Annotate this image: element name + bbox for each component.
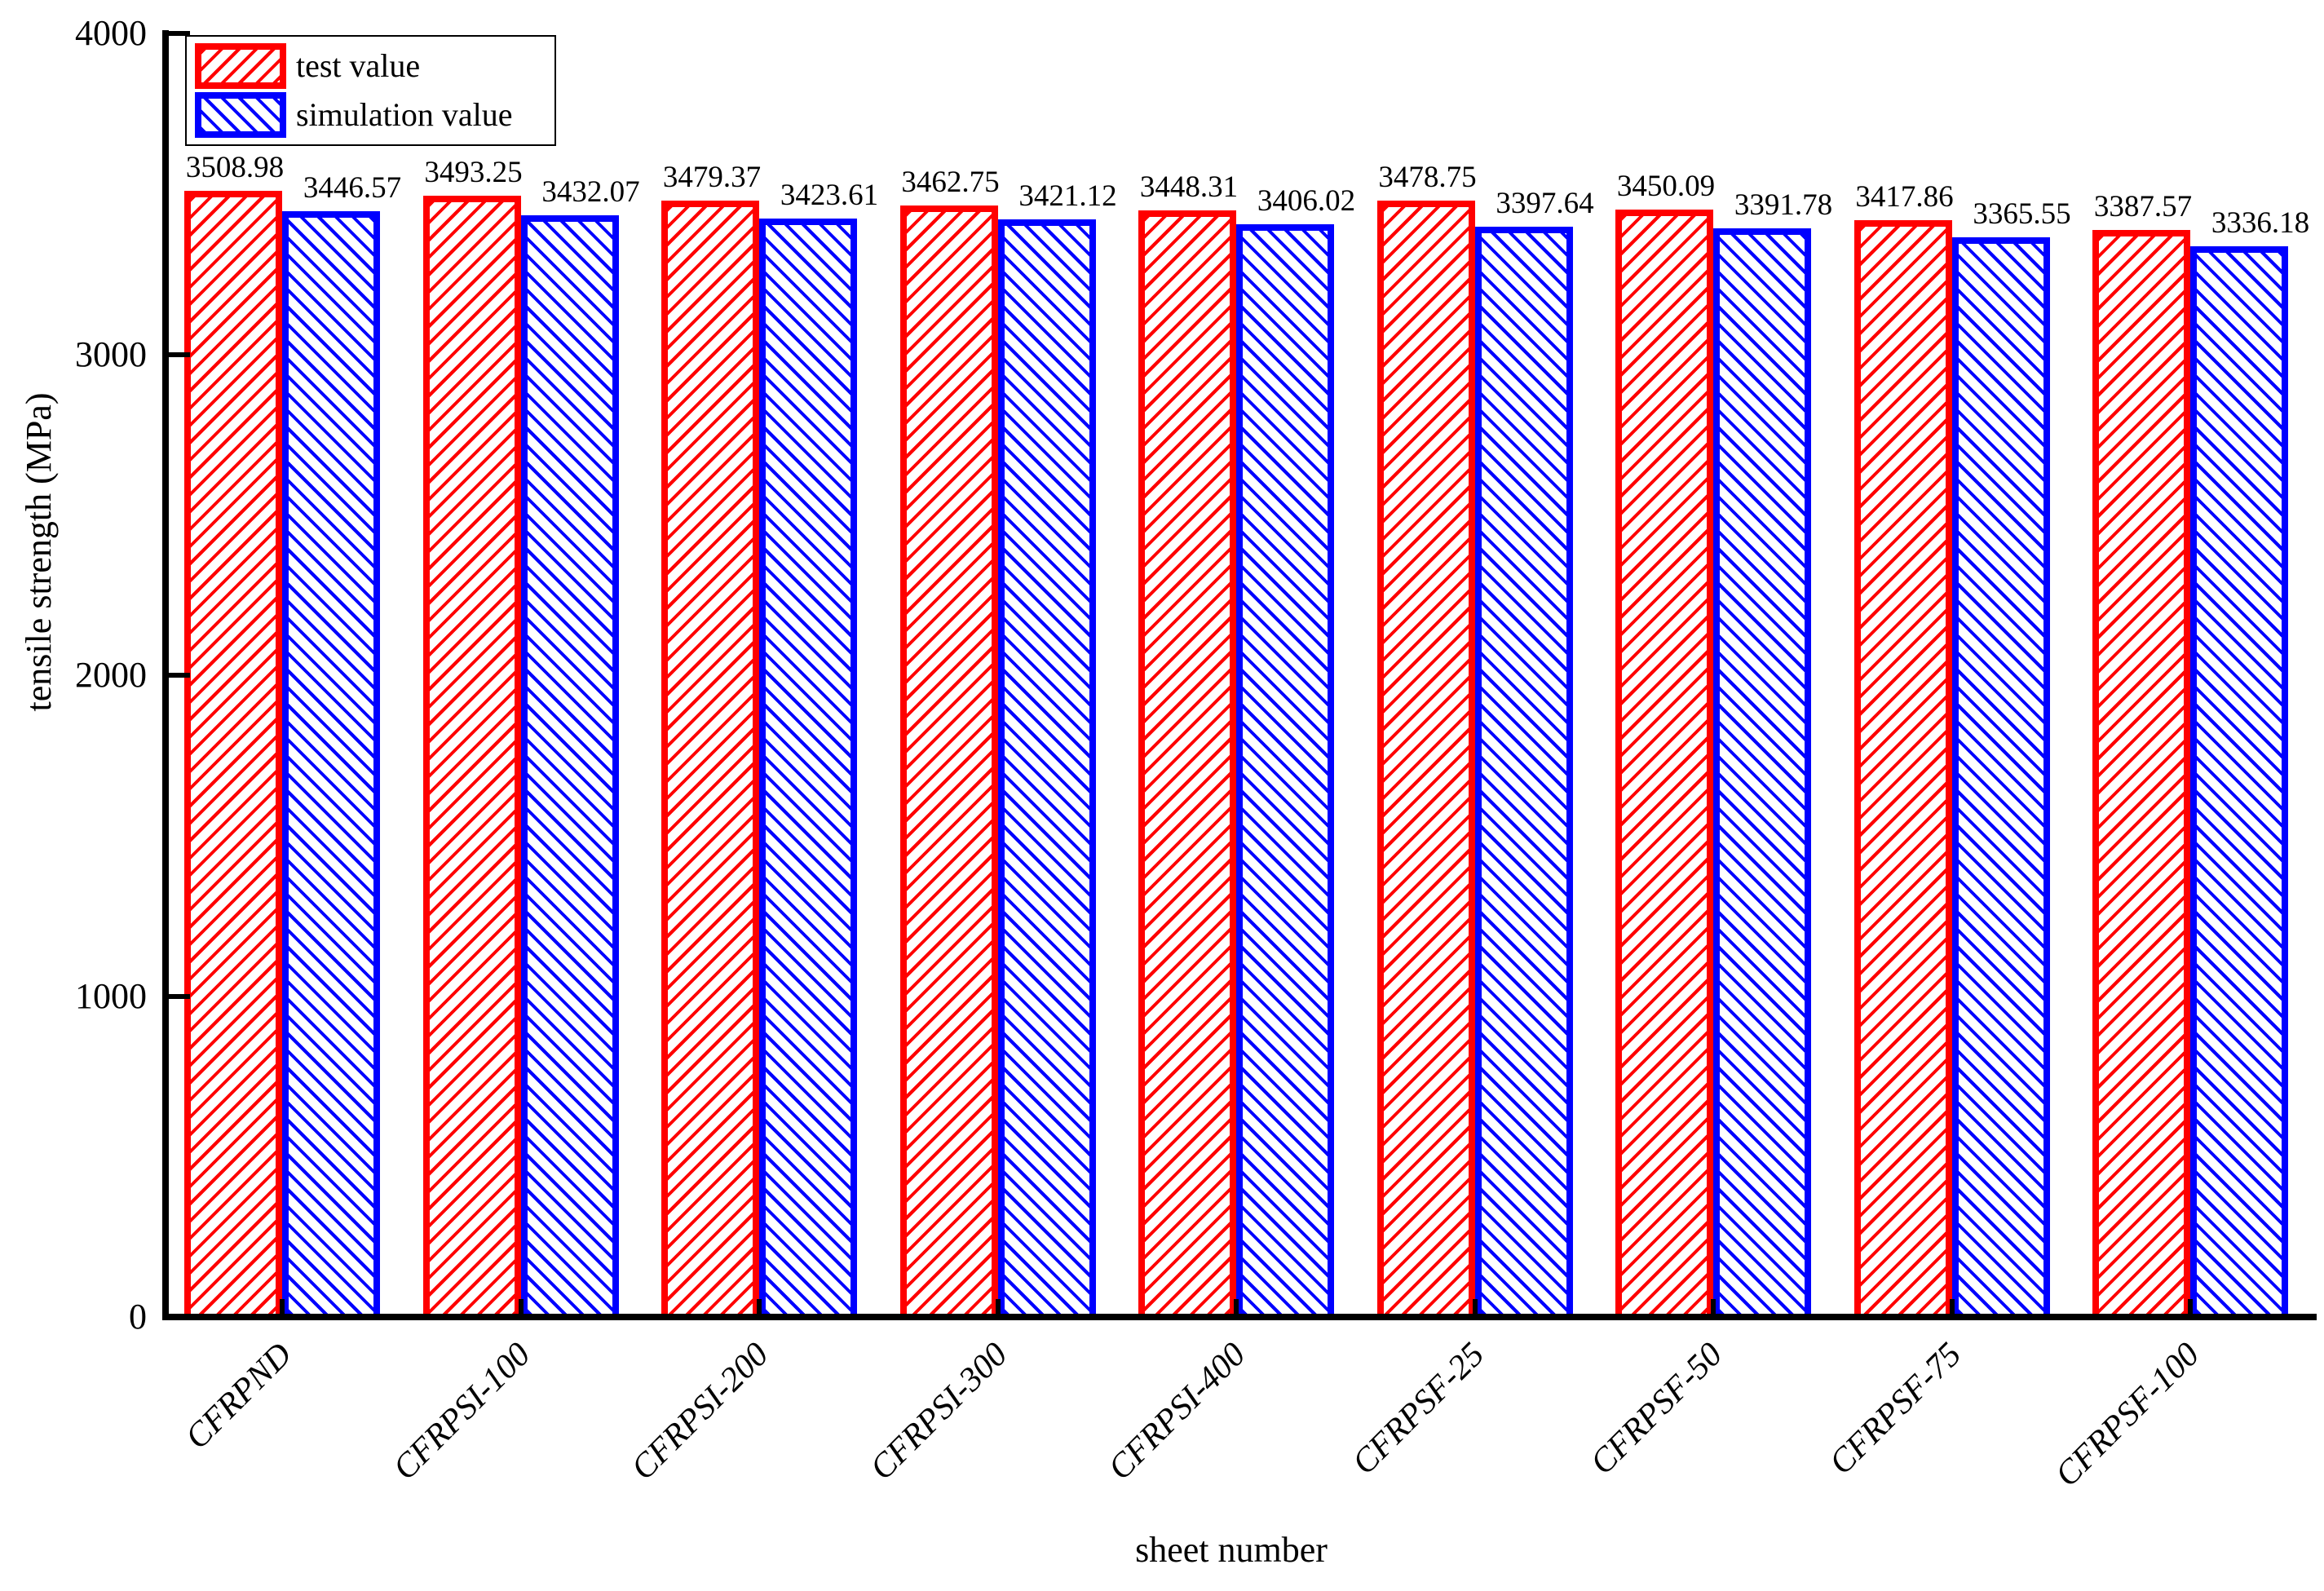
legend-row-simulation-value: simulation value xyxy=(195,91,546,139)
bar-value-label: 3450.09 xyxy=(1616,170,1716,204)
y-tick-label: 1000 xyxy=(75,975,147,1016)
y-tick-mark xyxy=(169,673,190,678)
x-category-label: CFRPSI-200 xyxy=(624,1336,776,1487)
legend: test value simulation value xyxy=(185,35,556,146)
x-axis-title: sheet number xyxy=(1135,1530,1328,1570)
x-category-label: CFRPSI-100 xyxy=(386,1336,538,1487)
x-tick-mark xyxy=(1234,1299,1239,1315)
y-tick-mark xyxy=(169,993,190,999)
bar-value-label: 3508.98 xyxy=(185,151,285,185)
legend-swatch-simulation-value xyxy=(195,92,286,138)
bar-test-value-CFRPND xyxy=(184,191,282,1314)
bar-test-value-CFRPSI-300 xyxy=(899,206,998,1314)
bar-value-label: 3365.55 xyxy=(1973,197,2071,231)
x-axis-line xyxy=(162,1314,2317,1320)
bar-value-label: 3406.02 xyxy=(1257,183,1356,218)
bar-test-value-CFRPSI-200 xyxy=(661,200,759,1314)
x-category-label: CFRPSI-300 xyxy=(863,1336,1015,1487)
x-category-label: CFRPND xyxy=(178,1336,299,1457)
bar-value-label: 3479.37 xyxy=(662,160,762,194)
bar-simulation-value-CFRPSI-200 xyxy=(759,218,857,1314)
bar-test-value-CFRPSI-100 xyxy=(422,196,521,1314)
bar-test-value-CFRPSF-50 xyxy=(1615,210,1713,1314)
legend-label-test-value: test value xyxy=(296,47,421,84)
x-tick-mark xyxy=(1949,1299,1955,1315)
bar-value-label: 3387.57 xyxy=(2093,189,2193,223)
y-tick-label: 4000 xyxy=(75,13,147,53)
y-tick-mark xyxy=(169,351,190,357)
bar-value-label: 3417.86 xyxy=(1855,180,1954,214)
bar-value-label: 3493.25 xyxy=(424,156,523,190)
bar-value-label: 3462.75 xyxy=(901,166,1000,200)
x-category-label: CFRPSI-400 xyxy=(1101,1336,1253,1487)
bar-value-label: 3421.12 xyxy=(1018,179,1117,213)
bar-value-label: 3478.75 xyxy=(1378,161,1477,195)
bar-simulation-value-CFRPSI-100 xyxy=(520,215,619,1314)
x-category-label: CFRPSF-100 xyxy=(2048,1336,2207,1495)
y-tick-label: 2000 xyxy=(75,655,147,695)
bar-value-label: 3391.78 xyxy=(1734,188,1833,223)
x-category-label: CFRPSF-25 xyxy=(1345,1336,1492,1483)
bar-simulation-value-CFRPSI-400 xyxy=(1236,223,1334,1314)
bar-value-label: 3397.64 xyxy=(1496,187,1594,221)
legend-swatch-test-value xyxy=(195,43,286,89)
y-tick-label: 3000 xyxy=(75,334,147,374)
x-tick-mark xyxy=(1711,1299,1716,1315)
bar-value-label: 3423.61 xyxy=(780,178,879,212)
x-category-label: CFRPSF-75 xyxy=(1822,1336,1969,1483)
bar-simulation-value-CFRPSF-25 xyxy=(1474,227,1573,1314)
bar-simulation-value-CFRPSF-50 xyxy=(1713,228,1811,1314)
x-tick-mark xyxy=(518,1299,524,1315)
bar-value-label: 3448.31 xyxy=(1139,170,1239,205)
bar-test-value-CFRPSF-25 xyxy=(1376,201,1475,1314)
x-tick-mark xyxy=(280,1299,285,1315)
x-tick-mark xyxy=(1472,1299,1478,1315)
x-tick-mark xyxy=(757,1299,762,1315)
bar-simulation-value-CFRPSF-100 xyxy=(2190,246,2288,1314)
bar-simulation-value-CFRPSI-300 xyxy=(997,219,1096,1314)
legend-row-test-value: test value xyxy=(195,42,546,90)
x-tick-mark xyxy=(2188,1299,2193,1315)
y-tick-mark xyxy=(169,1315,190,1319)
bar-test-value-CFRPSF-75 xyxy=(1853,220,1952,1314)
y-tick-mark xyxy=(169,31,190,36)
y-axis-title: tensile strength (MPa) xyxy=(19,392,59,712)
bar-test-value-CFRPSI-400 xyxy=(1138,210,1236,1314)
x-tick-mark xyxy=(995,1299,1001,1315)
x-category-label: CFRPSF-50 xyxy=(1584,1336,1730,1483)
bar-value-label: 3336.18 xyxy=(2211,206,2310,241)
bar-value-label: 3446.57 xyxy=(303,170,402,205)
y-tick-label: 0 xyxy=(129,1297,147,1337)
bar-simulation-value-CFRPND xyxy=(282,210,380,1314)
legend-label-simulation-value: simulation value xyxy=(296,96,513,133)
bar-value-label: 3432.07 xyxy=(541,175,640,210)
y-axis-line xyxy=(162,30,169,1320)
bar-test-value-CFRPSF-100 xyxy=(2092,229,2190,1314)
bar-simulation-value-CFRPSF-75 xyxy=(1951,236,2050,1314)
